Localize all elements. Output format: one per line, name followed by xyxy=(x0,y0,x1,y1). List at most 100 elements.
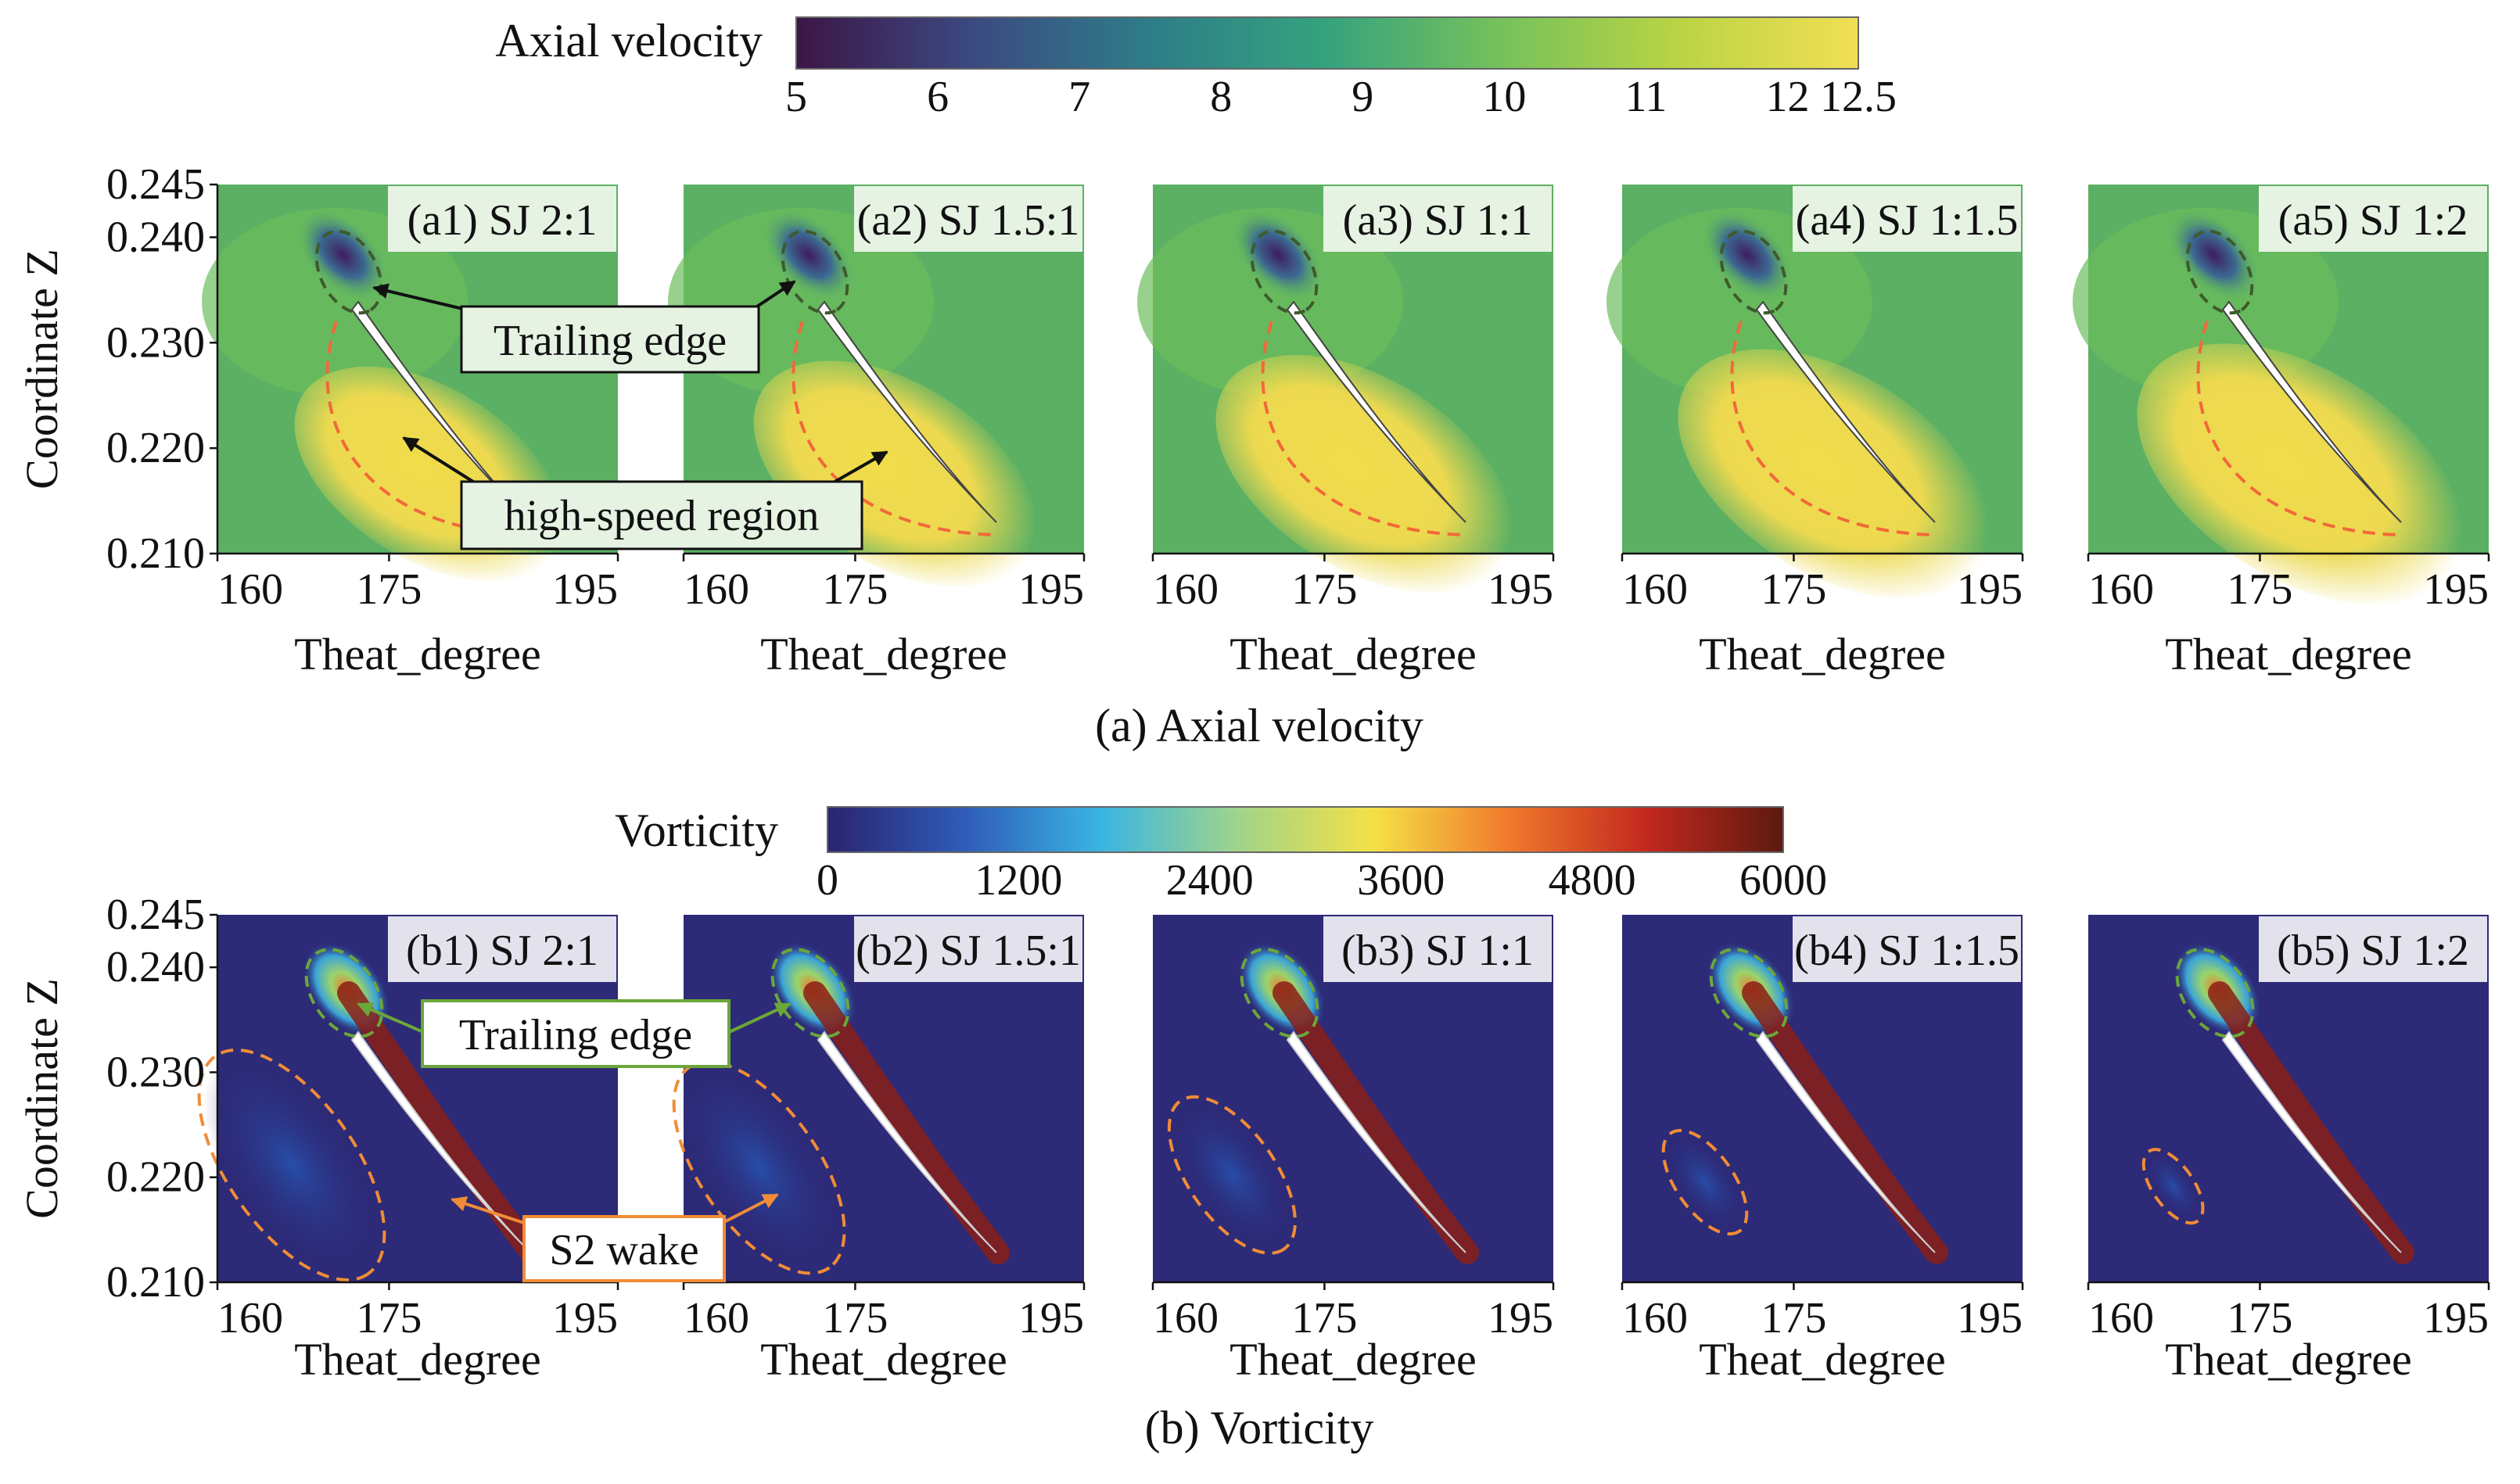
vorticity-colorbar-tick-1: 1200 xyxy=(975,856,1062,905)
blade xyxy=(1755,300,1936,523)
vorticity-panel-5-x-axis-label: Theat_degree xyxy=(2165,1334,2412,1385)
vorticity-panel-label: (b4) SJ 1:1.5 xyxy=(1794,927,2019,975)
axial-colorbar-tick-5: 10 xyxy=(1482,73,1526,121)
axial-panel-label-box xyxy=(854,186,1082,252)
axial-colorbar-tick-6: 11 xyxy=(1624,73,1667,121)
axial-panel-2-x-tick-0: 160 xyxy=(684,565,749,614)
trailing-edge-circle xyxy=(304,948,384,1038)
axial-colorbar-tick-0: 5 xyxy=(785,73,807,121)
s2-wake-boundary xyxy=(197,1048,386,1281)
vorticity-panel-5-x-tick-1: 175 xyxy=(2227,1294,2292,1342)
vorticity-annotations: Trailing edge S2 wake xyxy=(357,999,792,1282)
trailing-edge-circle xyxy=(1240,948,1319,1038)
high-speed-label-box xyxy=(460,480,863,550)
trailing-edge-label-a: Trailing edge xyxy=(494,317,727,365)
axial-colorbar-bar xyxy=(795,16,1859,70)
blade xyxy=(2221,1031,2402,1253)
axial-panel-label: (a1) SJ 2:1 xyxy=(407,196,598,245)
vorticity-panel-label-box xyxy=(1323,916,1552,982)
vorticity-y-tick-4: 0.210 xyxy=(106,1258,205,1307)
axial-colorbar-ticks: 5 6 7 8 9 10 11 12 12.5 xyxy=(785,73,1897,121)
s2-wake-boundary xyxy=(1661,1128,1749,1236)
axial-panel-5-x-axis-label: Theat_degree xyxy=(2165,629,2412,679)
vorticity-panel-1-x-tick-1: 175 xyxy=(356,1294,422,1342)
axial-panel-label: (a3) SJ 1:1 xyxy=(1343,196,1533,245)
blade xyxy=(1286,300,1466,523)
high-speed-label: high-speed region xyxy=(504,492,820,540)
axial-y-tick-0: 0.245 xyxy=(106,160,205,209)
high-speed-boundary xyxy=(792,321,993,536)
vorticity-y-tick-1: 0.240 xyxy=(106,943,205,991)
trailing-edge-circle xyxy=(1709,948,1789,1038)
axial-panel-2-x-tick-2: 195 xyxy=(1018,565,1084,614)
high-speed-boundary xyxy=(1261,321,1463,536)
high-speed-boundary xyxy=(1730,321,1932,536)
axial-panel-label-box xyxy=(1323,186,1552,252)
vorticity-panel-3-x-tick-0: 160 xyxy=(1153,1294,1219,1342)
axial-panel-5-x-tick-0: 160 xyxy=(2088,565,2154,614)
blade-shear-layer xyxy=(803,981,1010,1264)
s2-wake-boundary xyxy=(2141,1148,2205,1225)
axial-annotations: Trailing edge high-speed region xyxy=(372,280,888,550)
vorticity-colorbar-tick-4: 4800 xyxy=(1549,856,1636,905)
axial-y-axis-label: Coordinate Z xyxy=(16,249,67,489)
axial-y-tick-4: 0.210 xyxy=(106,529,205,578)
trailing-edge-circle xyxy=(1250,229,1319,315)
blade xyxy=(2221,300,2402,523)
vorticity-colorbar-tick-5: 6000 xyxy=(1739,856,1827,905)
vorticity-panel-1-x-tick-0: 160 xyxy=(217,1294,283,1342)
vorticity-y-axis-label: Coordinate Z xyxy=(16,978,67,1219)
trailing-edge-circle xyxy=(314,229,383,315)
axial-panel-4-x-tick-1: 175 xyxy=(1761,565,1826,614)
s2-wake-zone xyxy=(2145,1151,2202,1221)
vorticity-panel-2-x-axis-label: Theat_degree xyxy=(760,1334,1007,1385)
axial-panel-1-x-tick-2: 195 xyxy=(552,565,618,614)
blade-shear-layer xyxy=(1742,981,1948,1264)
caption-vorticity: (b) Vorticity xyxy=(1145,1402,1374,1454)
trailing-edge-label-box-b xyxy=(421,999,731,1068)
vorticity-panel-2-x-tick-0: 160 xyxy=(684,1294,749,1342)
trailing-edge-circle xyxy=(2175,948,2255,1038)
s2-wake-zone xyxy=(203,1056,380,1274)
axial-y-tick-2: 0.230 xyxy=(106,318,205,367)
high-speed-boundary xyxy=(2196,321,2398,536)
s2-wake-label: S2 wake xyxy=(549,1226,698,1274)
vorticity-panel-5-x-tick-2: 195 xyxy=(2423,1294,2489,1342)
axial-colorbar-tick-7: 12 xyxy=(1765,73,1809,121)
trailing-edge-wake xyxy=(1233,210,1323,300)
vorticity-panel-1-x-axis-label: Theat_degree xyxy=(294,1334,541,1385)
vorticity-panel-3-x-tick-1: 175 xyxy=(1291,1294,1357,1342)
vorticity-y-tick-2: 0.230 xyxy=(106,1048,205,1096)
s2-wake-callout: S2 wake xyxy=(451,1193,779,1282)
axial-panel-2-x-axis-label: Theat_degree xyxy=(760,629,1007,679)
s2-wake-label-box xyxy=(522,1215,726,1282)
axial-panel-1-x-tick-0: 160 xyxy=(217,565,283,614)
vorticity-panel-2-x-tick-1: 175 xyxy=(822,1294,888,1342)
caption-axial-velocity: (a) Axial velocity xyxy=(1095,700,1423,751)
blade-shear-layer xyxy=(1273,981,1479,1264)
blade-shear-layer xyxy=(337,981,544,1264)
vorticity-panel-label: (b1) SJ 2:1 xyxy=(406,927,598,975)
trailing-edge-label-box-a xyxy=(460,305,760,374)
vorticity-panel-label-box xyxy=(854,916,1082,982)
vorticity-colorbar-tick-2: 2400 xyxy=(1166,856,1254,905)
vorticity-panel-2-x-tick-2: 195 xyxy=(1018,1294,1084,1342)
vorticity-colorbar-ticks: 0 1200 2400 3600 4800 6000 xyxy=(817,856,1827,905)
axial-panel-5-x-tick-1: 175 xyxy=(2227,565,2292,614)
vorticity-panel-4-x-tick-2: 195 xyxy=(1957,1294,2023,1342)
axial-colorbar-tick-3: 8 xyxy=(1210,73,1232,121)
axial-y-tick-3: 0.220 xyxy=(106,424,205,472)
vorticity-colorbar-tick-0: 0 xyxy=(817,856,838,905)
trailing-edge-wake xyxy=(763,210,854,300)
high-speed-zone xyxy=(1678,349,1989,599)
